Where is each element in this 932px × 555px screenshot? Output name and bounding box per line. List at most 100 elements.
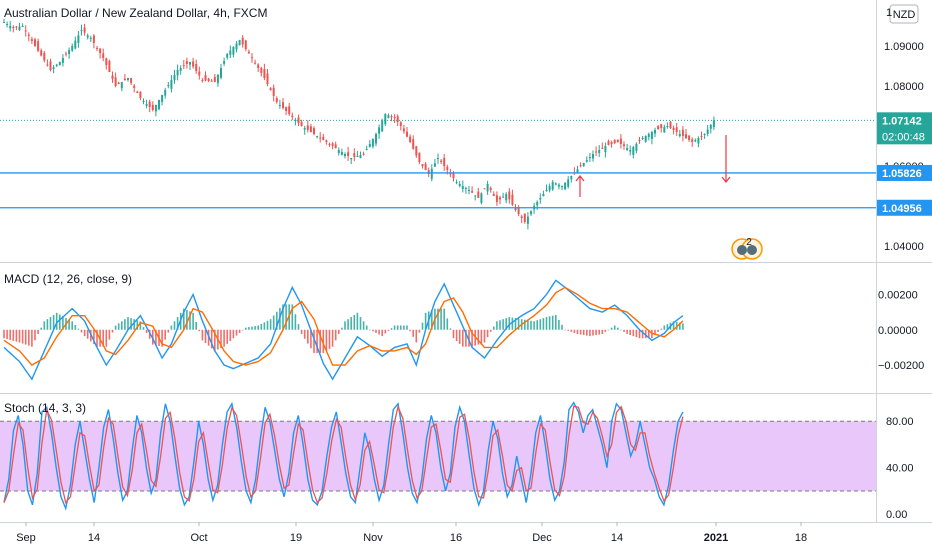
price-label-level-upper[interactable]: 1.05826 <box>877 164 932 181</box>
candle-body <box>629 150 632 152</box>
candle-body <box>585 160 588 162</box>
macd-histogram-bar <box>37 329 39 334</box>
currency-badge[interactable]: NZD <box>889 4 919 24</box>
price-candle <box>598 145 601 158</box>
price-candle <box>433 159 436 168</box>
price-candle <box>83 23 86 36</box>
price-candle <box>300 119 303 127</box>
candle-body <box>123 78 126 80</box>
price-candle <box>644 135 647 143</box>
price-candle <box>238 39 241 46</box>
candle-body <box>130 78 133 83</box>
stoch-k-line[interactable] <box>3 401 684 511</box>
candle-body <box>350 158 353 160</box>
macd-histogram-bar <box>440 308 442 330</box>
candle-body <box>582 163 585 167</box>
price-candle <box>167 82 170 89</box>
macd-histogram-bar <box>80 329 83 333</box>
candle-body <box>136 91 139 93</box>
price-candle <box>241 35 244 48</box>
candle-body <box>34 39 36 46</box>
candle-body <box>616 140 619 142</box>
price-candle <box>613 139 616 145</box>
macd-histogram-bar <box>638 329 641 339</box>
price-candle <box>105 57 108 70</box>
macd-histogram-bar <box>555 314 557 330</box>
price-candle <box>282 98 284 110</box>
candle-body <box>340 152 343 155</box>
macd-histogram-bar <box>431 310 433 330</box>
price-candle <box>616 139 619 143</box>
macd-histogram-bar <box>257 325 259 330</box>
up-arrow-drawing[interactable] <box>575 175 585 197</box>
price-candle <box>437 153 439 164</box>
candle-body <box>148 101 151 107</box>
events-badge-count: 2 <box>746 237 752 248</box>
macd-histogram-bar <box>155 329 157 346</box>
candle-body <box>12 26 15 28</box>
candle-body <box>260 68 263 73</box>
events-badge[interactable]: 2 <box>731 237 763 260</box>
stoch-d-line[interactable] <box>3 404 684 505</box>
price-label-level-lower[interactable]: 1.04956 <box>877 199 932 216</box>
price-label-box <box>877 112 932 145</box>
candle-body <box>297 117 300 123</box>
price-candle <box>303 125 306 135</box>
macd-pane[interactable] <box>3 279 684 381</box>
price-candle <box>3 18 5 23</box>
candle-body <box>601 147 604 149</box>
candle-body <box>551 182 554 190</box>
macd-histogram-bar <box>589 329 591 337</box>
price-candle <box>440 159 443 165</box>
candle-body <box>440 160 443 162</box>
price-candle <box>161 94 164 106</box>
candle-body <box>613 139 616 143</box>
macd-histogram-bar <box>164 329 166 340</box>
candle-body <box>272 87 275 96</box>
candle-body <box>443 157 446 166</box>
macd-histogram-bar <box>303 329 306 339</box>
price-candle <box>703 133 706 139</box>
macd-signal-line[interactable] <box>3 286 684 366</box>
price-candle <box>173 69 176 84</box>
price-candle <box>288 102 291 116</box>
candle-body <box>77 35 80 43</box>
price-candle <box>406 126 408 138</box>
candle-body <box>229 50 232 55</box>
candle-body <box>244 40 247 49</box>
price-candle <box>672 125 675 135</box>
macd-histogram-bar <box>74 325 77 330</box>
stoch-pane[interactable] <box>0 401 876 511</box>
candle-body <box>71 46 74 51</box>
price-axis[interactable]: 1.090001.080001.070001.060001.050001.040… <box>877 41 932 521</box>
candle-body <box>254 62 257 64</box>
candle-body <box>142 101 145 102</box>
down-arrow-drawing[interactable] <box>721 135 731 183</box>
macd-histogram-bar <box>68 319 70 330</box>
price-candle <box>681 126 684 142</box>
candle-body <box>626 148 629 151</box>
price-pane[interactable] <box>0 18 876 230</box>
macd-histogram-bar <box>576 329 579 334</box>
candle-body <box>378 127 381 134</box>
macd-histogram-bar <box>462 329 464 347</box>
macd-histogram-bar <box>52 314 55 330</box>
time-axis[interactable]: Sep 14 Oct 19 Nov 16 Dec 14 2021 18 <box>16 522 807 544</box>
candle-body <box>65 53 67 55</box>
price-candle <box>356 150 359 157</box>
macd-histogram-bar <box>613 325 616 330</box>
candle-body <box>263 69 266 78</box>
price-label-current-price[interactable]: 1.07142 02:00:48 <box>877 112 932 145</box>
macd-histogram-bar <box>592 329 594 336</box>
candle-body <box>216 75 219 84</box>
macd-histogram-bar <box>604 329 607 332</box>
macd-histogram-bar <box>96 329 98 347</box>
candle-body <box>672 127 675 130</box>
candle-body <box>120 82 123 89</box>
macd-line[interactable] <box>3 279 684 381</box>
price-candle <box>52 65 55 74</box>
candle-body <box>567 179 570 187</box>
macd-histogram-bar <box>55 312 58 330</box>
